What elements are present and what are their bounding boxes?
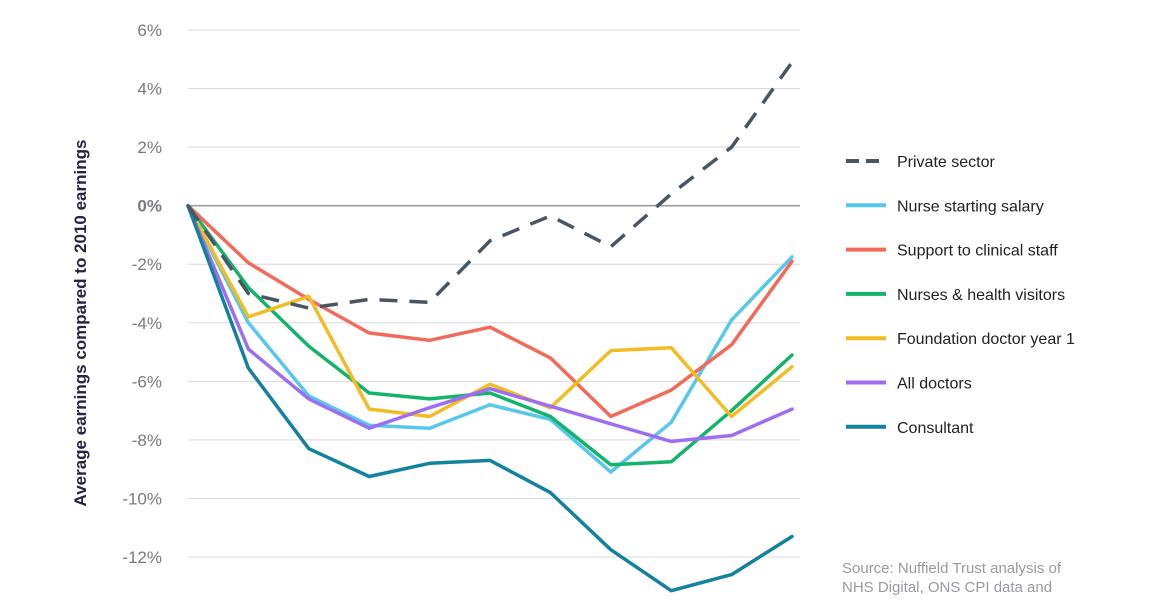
legend-label: All doctors: [897, 376, 972, 393]
legend-label: Support to clinical staff: [897, 243, 1058, 260]
source-note: Source: Nuffield Trust analysis of NHS D…: [842, 559, 1162, 597]
series-line-nurses-health-visitors: [186, 203, 794, 467]
series-line-private-sector: [186, 61, 794, 310]
grid-lines: [188, 29, 800, 558]
source-line-1: Source: Nuffield Trust analysis of: [842, 560, 1061, 577]
series-line-nurse-starting-salary: [186, 203, 794, 474]
legend-label: Foundation doctor year 1: [897, 331, 1075, 348]
y-tick-label: -8%: [132, 431, 162, 450]
series-line-consultant: [186, 203, 794, 593]
series-lines: [186, 61, 794, 593]
series-line-foundation-doctor-year-1: [186, 203, 794, 419]
legend-label: Nurse starting salary: [897, 198, 1044, 215]
series-line-support-to-clinical-staff: [186, 203, 794, 419]
y-tick-label: -4%: [132, 314, 162, 333]
y-tick-label: -2%: [132, 255, 162, 274]
y-tick-label: 2%: [137, 138, 162, 157]
y-axis-label: Average earnings compared to 2010 earnin…: [71, 140, 90, 507]
y-axis-ticks: 6% 4% 2% 0% -2% -4% -6% -8% -10% -12%: [122, 21, 162, 567]
y-tick-label: 6%: [137, 21, 162, 40]
y-tick-label: -10%: [122, 489, 162, 508]
legend-label: Consultant: [897, 420, 974, 437]
y-tick-label: -6%: [132, 372, 162, 391]
legend: Private sector Nurse starting salary Suppo…: [846, 154, 1075, 437]
legend-label: Nurses & health visitors: [897, 287, 1065, 304]
series-line-all-doctors: [186, 203, 794, 444]
y-tick-label: 4%: [137, 80, 162, 99]
source-line-2: NHS Digital, ONS CPI data and: [842, 579, 1053, 596]
y-tick-label: -12%: [122, 548, 162, 567]
y-tick-label: 0%: [137, 197, 162, 216]
legend-label: Private sector: [897, 154, 995, 171]
